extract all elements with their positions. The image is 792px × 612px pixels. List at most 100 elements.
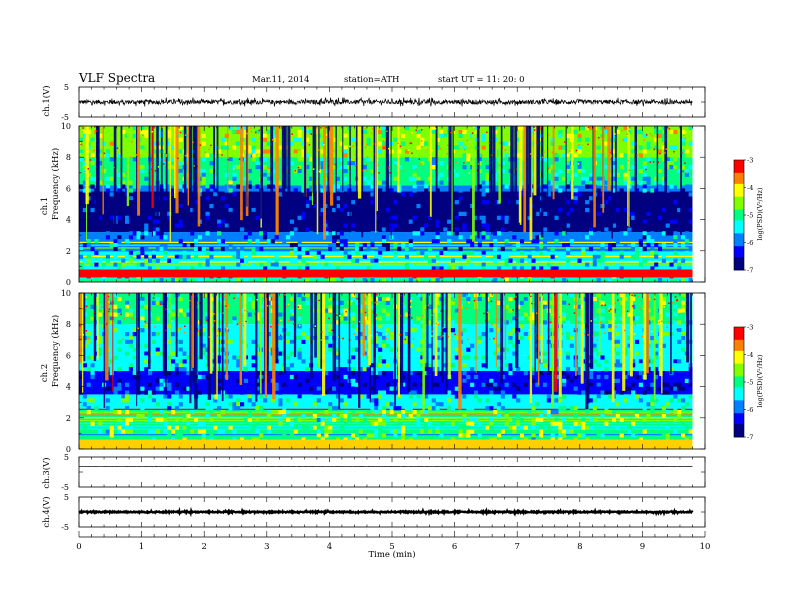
ch2-spectrogram-cell [450, 293, 456, 298]
ch2-spectrogram-speck [639, 308, 642, 311]
ch2-spectrogram-cell [408, 328, 413, 333]
ch1-spectrogram-cell [182, 219, 187, 224]
ch2-spectrogram-cell [301, 339, 306, 344]
ch1-spectrogram-cell [128, 235, 133, 240]
ch1-spectrogram-cell [82, 207, 87, 213]
ch1-spectrogram-cell [420, 250, 425, 255]
ch2-spectrogram-cell [573, 437, 578, 442]
ch1-spectrogram-cell [481, 262, 486, 267]
ch1-spectrogram-cell [82, 227, 87, 232]
ch2-spectrogram-cell [385, 296, 390, 302]
ch1-spectrogram-cell [481, 137, 486, 142]
ch1-spectrogram-cell [174, 254, 179, 259]
ch1-spectrogram-cell [132, 204, 137, 209]
ch1-spectrogram-cell [539, 243, 544, 248]
ch1-spectrogram-cell [573, 204, 578, 209]
ch2-spectrogram-cell [654, 374, 659, 380]
ch1-spectrogram-cell [182, 250, 187, 255]
ch1-spectrogram-cell [588, 227, 594, 232]
ch1-spectrogram-ytick-label: 4 [66, 216, 71, 225]
ch2-spectrogram-cell [608, 320, 613, 325]
ch2-spectrogram-cell [232, 402, 237, 407]
ch2-spectrogram-cell [328, 328, 333, 333]
ch1-spectrogram-cell [389, 168, 394, 174]
ch1-spectrogram-cell [90, 207, 95, 213]
ch2-spectrogram-cell [194, 417, 199, 422]
ch1-spectrogram-cell [362, 165, 367, 170]
ch1-spectrogram-cell [661, 133, 666, 138]
ch1-spectrogram-cell [178, 149, 183, 154]
ch2-spectrogram-cell [316, 437, 321, 442]
ch2-spectrogram-cell [431, 374, 436, 380]
ch2-spectrogram-cell [443, 293, 448, 298]
ch2-spectrogram-nodata [692, 293, 705, 449]
ch1-spectrogram-cell [305, 266, 310, 271]
ch2-spectrogram-cell [159, 300, 164, 305]
ch1-spectrogram-cell [554, 215, 559, 220]
ch2-spectrogram-cell [132, 437, 137, 442]
ch1-spectrogram-cell [159, 278, 164, 283]
ch2-spectrogram-cell [592, 398, 597, 403]
ch2-spectrogram-cell [197, 421, 202, 426]
ch2-spectrogram-cell [159, 382, 164, 387]
ch1-spectrogram-cell [113, 254, 118, 259]
ch1-spectrogram-cell [293, 258, 298, 263]
ch1-spectrogram-cell [102, 161, 107, 166]
ch1-spectrogram-cell [389, 149, 394, 154]
ch1-waveform-trace [78, 97, 693, 107]
ch2-spectrogram-cell [293, 402, 298, 407]
ch2-spectrogram-sferic [317, 293, 321, 368]
ch2-spectrogram-speck [404, 338, 407, 341]
ch2-spectrogram-cell [665, 433, 670, 438]
ch2-spectrogram-cell [661, 413, 666, 419]
ch1-spectrogram-speck [388, 147, 390, 150]
ch2-spectrogram-cell [512, 320, 517, 325]
ch2-spectrogram-cell [508, 339, 513, 344]
ch2-spectrogram-cell [171, 437, 176, 442]
ch1-spectrogram-cell [458, 133, 463, 138]
ch2-spectrogram-cell [435, 425, 440, 430]
ch1-spectrogram-cell [266, 172, 272, 177]
ch1-spectrogram-cell [217, 180, 222, 185]
ch1-spectrogram-cell [435, 157, 440, 162]
ch2-spectrogram-cell [688, 394, 693, 399]
ch2-spectrogram-cell [527, 335, 532, 341]
ch2-spectrogram-sferic [310, 293, 313, 379]
ch1-spectrogram-sferic [187, 126, 190, 206]
ch1-spectrogram-cell [443, 211, 448, 216]
ch2-spectrogram-cell [512, 425, 517, 430]
ch2-spectrogram-cell [186, 421, 191, 426]
ch1-spectrogram-narrowband [79, 253, 693, 255]
ch2-spectrogram-cell [339, 300, 344, 305]
ch1-spectrogram-cell [201, 192, 206, 197]
ch2-spectrogram-cell [370, 406, 375, 411]
ch1-spectrogram-sferic [148, 126, 151, 196]
ch1-spectrogram-cell [140, 262, 145, 267]
ch2-spectrogram-speck [154, 326, 156, 328]
ch1-spectrogram-cell [263, 176, 268, 181]
ch2-spectrogram-cell [665, 437, 670, 442]
ch2-spectrogram-cell [627, 425, 632, 430]
ch1-spectrogram-cell [247, 145, 252, 150]
ch2-spectrogram-cell [577, 316, 582, 321]
ch2-spectrogram-speck [617, 299, 619, 302]
ch2-spectrogram-speck [454, 333, 456, 336]
ch1-spectrogram-cell [462, 219, 467, 224]
ch1-spectrogram-speck [683, 134, 685, 137]
ch1-spectrogram-cell [136, 254, 141, 259]
ch1-spectrogram-cell [339, 215, 344, 220]
ch1-spectrogram-sferic [329, 126, 334, 206]
ch1-spectrogram-cell [669, 219, 674, 224]
ch1-spectrogram-speck [271, 138, 274, 141]
ch2-spectrogram-cell [362, 398, 367, 403]
ch1-spectrogram-cell [282, 239, 287, 244]
ch1-spectrogram-cell [485, 223, 490, 228]
ch2-spectrogram-cell [240, 390, 245, 395]
ch1-spectrogram-cell [565, 243, 571, 248]
ch2-spectrogram-cell [389, 406, 394, 411]
ch2-spectrogram-cell [623, 296, 628, 302]
ch1-spectrogram-sferic [523, 126, 527, 233]
ch1-spectrogram-cell [362, 227, 367, 232]
ch1-spectrogram-cell [615, 262, 620, 267]
ch2-spectrogram-cell [435, 300, 440, 305]
